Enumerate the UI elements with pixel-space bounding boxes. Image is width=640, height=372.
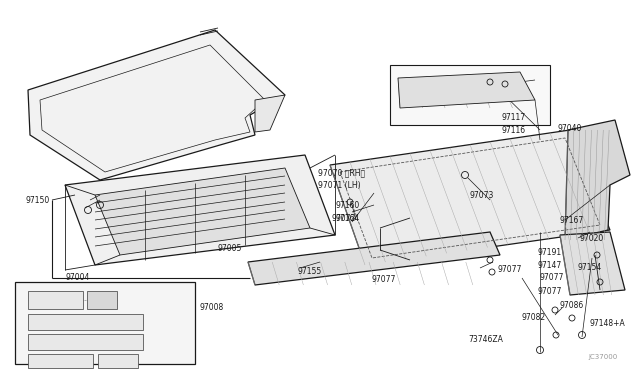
- Polygon shape: [560, 232, 625, 295]
- Text: 97077: 97077: [498, 266, 522, 275]
- Text: 97082: 97082: [522, 314, 546, 323]
- Text: 97154: 97154: [578, 263, 602, 273]
- Text: 73746ZA: 73746ZA: [468, 336, 503, 344]
- Text: 97150: 97150: [26, 196, 51, 205]
- Text: JC37000: JC37000: [589, 354, 618, 360]
- Polygon shape: [398, 72, 535, 108]
- Bar: [28, 354, 93, 368]
- Polygon shape: [330, 130, 610, 265]
- Text: 97155: 97155: [298, 267, 323, 276]
- Text: 97164: 97164: [335, 214, 359, 222]
- Text: 97020: 97020: [580, 234, 604, 243]
- Bar: [98, 354, 138, 368]
- Text: 97071 (LH): 97071 (LH): [318, 180, 360, 189]
- Text: 97077: 97077: [540, 273, 564, 282]
- Text: 97147: 97147: [538, 260, 563, 269]
- Bar: [390, 65, 550, 125]
- Bar: [28, 314, 143, 330]
- Polygon shape: [248, 232, 500, 285]
- Text: 97167: 97167: [560, 215, 584, 224]
- Polygon shape: [65, 155, 335, 265]
- Polygon shape: [28, 30, 285, 180]
- Text: 97191: 97191: [538, 247, 562, 257]
- Text: 97077: 97077: [372, 276, 396, 285]
- Bar: [28, 291, 83, 309]
- Text: 97160: 97160: [335, 201, 359, 209]
- Text: 97040: 97040: [558, 124, 582, 132]
- Text: 97005: 97005: [218, 244, 243, 253]
- Polygon shape: [255, 95, 285, 132]
- Bar: [87, 291, 117, 309]
- Text: 97116: 97116: [502, 125, 526, 135]
- Text: 97008: 97008: [200, 302, 224, 311]
- Bar: [15, 282, 195, 364]
- Text: 97077: 97077: [538, 288, 563, 296]
- Bar: [28, 334, 143, 350]
- Text: 97072: 97072: [332, 214, 356, 222]
- Text: 97148+A: 97148+A: [590, 318, 626, 327]
- Polygon shape: [565, 120, 630, 240]
- Text: 97117: 97117: [502, 112, 526, 122]
- Text: 97086: 97086: [560, 301, 584, 310]
- Text: 97004: 97004: [65, 273, 90, 282]
- Polygon shape: [95, 168, 310, 255]
- Text: 97070 〈RH〉: 97070 〈RH〉: [318, 169, 365, 177]
- Text: 97073: 97073: [470, 190, 494, 199]
